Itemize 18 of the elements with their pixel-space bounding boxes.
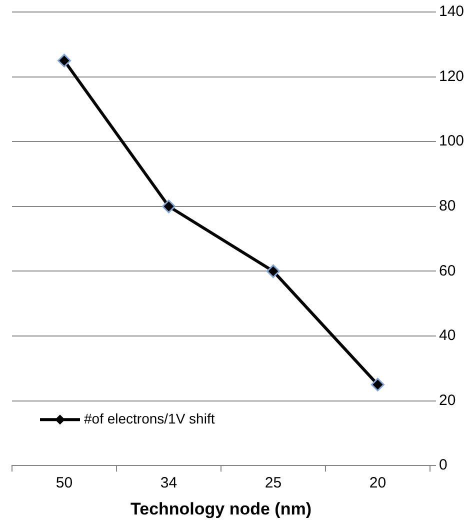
point [370,378,384,392]
legend-label: #of electrons/1V shift [84,410,215,426]
point [266,264,280,278]
y-tick-label: 100 [438,132,464,150]
x-axis-title: Technology node (nm) [130,499,312,518]
x-tick-label: 50 [56,474,73,492]
y-tick-label: 60 [438,262,456,280]
x-tick-label: 20 [369,474,386,492]
x-tick-label: 25 [264,474,282,492]
y-tick-label: 0 [438,456,448,474]
x-tick-label: 34 [160,474,178,492]
y-tick-label: 140 [438,3,464,20]
y-tick-label: 120 [438,68,464,85]
y-tick-label: 40 [438,327,456,344]
y-tick-label: 80 [438,198,456,215]
point [57,54,71,68]
y-tick-label: 20 [438,392,456,409]
point [162,200,176,214]
